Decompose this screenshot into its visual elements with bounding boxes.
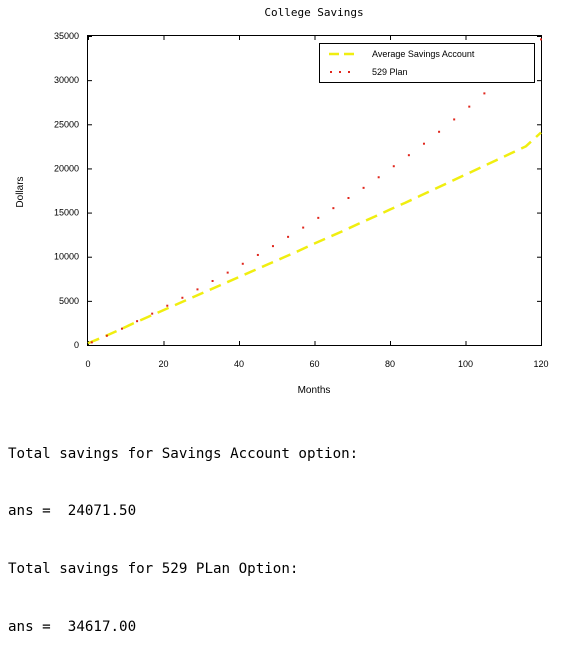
data-point-529-plan (181, 296, 184, 299)
data-point-529-plan (226, 271, 229, 274)
x-tick-label: 120 (533, 359, 548, 369)
data-point-529-plan (362, 186, 365, 189)
y-tick-label: 20000 (54, 163, 79, 173)
data-point-529-plan (438, 130, 441, 133)
plot-frame (87, 35, 542, 346)
data-point-529-plan (151, 312, 154, 315)
data-point-529-plan (136, 320, 139, 323)
console-line: Total savings for Savings Account option… (8, 445, 359, 462)
console-line: ans = 24071.50 (8, 503, 137, 520)
console-output: Total savings for Savings Account option… (8, 406, 564, 657)
x-tick-label: 100 (458, 359, 473, 369)
x-tick-label: 80 (385, 359, 395, 369)
y-tick-labels: 0 5000 10000 15000 20000 25000 30000 35000 (54, 31, 79, 350)
series-line-savings-account (87, 131, 542, 345)
data-point-529-plan (211, 279, 214, 282)
data-point-529-plan (407, 154, 410, 157)
x-tick-label: 20 (158, 359, 168, 369)
data-point-529-plan (317, 216, 320, 219)
data-point-529-plan (540, 38, 542, 41)
data-point-529-plan (196, 288, 199, 291)
legend-swatch-529 (330, 71, 350, 73)
x-tick-label: 40 (234, 359, 244, 369)
y-tick-label: 15000 (54, 208, 79, 218)
data-point-529-plan (90, 341, 93, 344)
y-tick-label: 30000 (54, 75, 79, 85)
y-tick-label: 10000 (54, 252, 79, 262)
x-tick-label: 60 (309, 359, 319, 369)
data-point-529-plan (287, 235, 290, 238)
data-point-529-plan (347, 197, 350, 200)
y-tick-label: 0 (74, 340, 79, 350)
legend-box (319, 43, 535, 83)
data-point-529-plan (483, 92, 486, 95)
y-tick-label: 25000 (54, 119, 79, 129)
data-point-529-plan (166, 304, 169, 307)
data-point-529-plan (302, 226, 305, 229)
data-point-529-plan (453, 118, 456, 121)
x-axis-label: Months (298, 385, 331, 396)
y-tick-label: 35000 (54, 31, 79, 41)
series-layer (87, 38, 542, 345)
x-tick-labels: 0 20 40 60 80 100 120 (85, 359, 548, 369)
chart: College Savings 0 20 40 60 80 100 120 0 5000 100… (15, 6, 549, 396)
legend: Average Savings Account 529 Plan (319, 43, 535, 83)
data-point-529-plan (392, 165, 395, 168)
data-point-529-plan (422, 142, 425, 145)
y-tick-label: 5000 (59, 296, 79, 306)
data-point-529-plan (377, 176, 380, 179)
console-line: ans = 34617.00 (8, 619, 137, 636)
legend-label-savings: Average Savings Account (372, 49, 475, 59)
data-point-529-plan (120, 327, 123, 330)
console-line: Total savings for 529 PLan Option: (8, 561, 299, 578)
data-point-529-plan (256, 253, 259, 256)
data-point-529-plan (468, 105, 471, 108)
y-axis-label: Dollars (15, 176, 26, 207)
data-point-529-plan (271, 245, 274, 248)
legend-label-529: 529 Plan (372, 67, 408, 77)
data-point-529-plan (332, 207, 335, 210)
chart-title: College Savings (264, 6, 363, 19)
x-tick-label: 0 (85, 359, 90, 369)
data-point-529-plan (105, 334, 108, 337)
axis-ticks (88, 36, 542, 346)
data-point-529-plan (241, 262, 244, 265)
